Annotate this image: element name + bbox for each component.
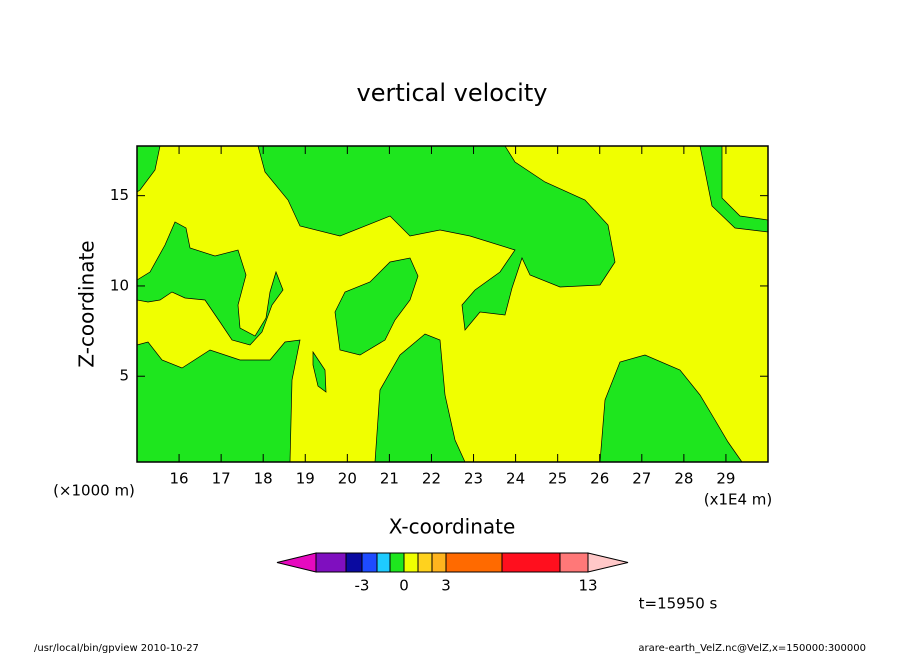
colorbar-box <box>345 552 363 573</box>
x-tick-label: 16 <box>170 470 189 488</box>
colorbar-box <box>431 552 447 573</box>
x-tick-label: 29 <box>716 470 735 488</box>
colorbar-box <box>417 552 433 573</box>
x-tick-label: 27 <box>632 470 651 488</box>
y-tick-label: 15 <box>110 186 129 204</box>
y-axis-label: Z-coordinate <box>75 240 99 367</box>
x-unit: (x1E4 m) <box>704 491 773 509</box>
contour-region <box>257 145 616 331</box>
x-tick-label: 22 <box>422 470 441 488</box>
colorbar-tick-label: 0 <box>399 577 409 595</box>
colorbar-box <box>361 552 378 573</box>
contour-region <box>374 333 466 463</box>
colorbar-box <box>376 552 391 573</box>
x-tick-label: 21 <box>380 470 399 488</box>
colorbar-box <box>587 552 629 573</box>
footer-left: /usr/local/bin/gpview 2010-10-27 <box>34 643 199 654</box>
chart-title: vertical velocity <box>357 79 548 107</box>
footer-right: arare-earth_VelZ.nc@VelZ,x=150000:300000 <box>638 643 866 654</box>
colorbar-box <box>276 552 317 573</box>
x-tick-label: 28 <box>674 470 693 488</box>
contour-region <box>599 354 743 463</box>
x-tick-label: 20 <box>338 470 357 488</box>
colorbar-box <box>559 552 589 573</box>
y-tick-label: 10 <box>110 276 129 294</box>
x-tick-label: 17 <box>212 470 231 488</box>
contour-region <box>136 221 284 346</box>
x-tick-label: 23 <box>464 470 483 488</box>
y-unit: (×1000 m) <box>53 482 135 500</box>
contour-region <box>334 257 419 356</box>
x-axis-label: X-coordinate <box>389 515 516 539</box>
y-tick-label: 5 <box>119 367 129 385</box>
colorbar-box <box>445 552 503 573</box>
contour-region <box>312 350 327 393</box>
plot-frame <box>136 145 769 463</box>
colorbar-tick-label: 13 <box>578 577 597 595</box>
colorbar-box <box>403 552 419 573</box>
x-tick-label: 18 <box>254 470 273 488</box>
colorbar-box <box>501 552 561 573</box>
x-tick-label: 26 <box>590 470 609 488</box>
colorbar-box <box>389 552 405 573</box>
colorbar-box <box>315 552 347 573</box>
colorbar-tick-label: -3 <box>355 577 370 595</box>
x-tick-label: 24 <box>506 470 525 488</box>
x-tick-label: 25 <box>548 470 567 488</box>
time-label: t=15950 s <box>639 595 718 613</box>
x-tick-label: 19 <box>296 470 315 488</box>
colorbar-tick-label: 3 <box>441 577 451 595</box>
plot-area <box>136 145 769 463</box>
